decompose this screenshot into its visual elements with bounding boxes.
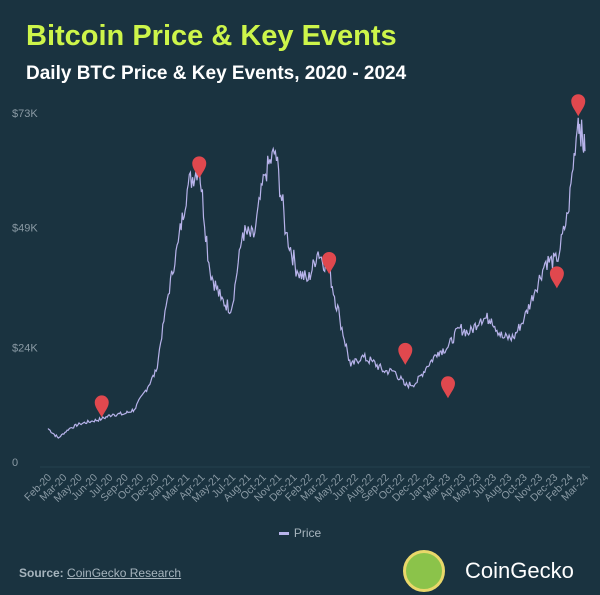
brand-logo: CoinGecko: [403, 550, 574, 592]
brand-name: CoinGecko: [465, 558, 574, 583]
event-marker-icon: [571, 94, 586, 117]
event-marker-icon: [440, 376, 455, 399]
y-tick-label: 0: [12, 457, 18, 469]
source-note: Source: CoinGecko Research: [19, 566, 181, 580]
source-link[interactable]: CoinGecko Research: [67, 566, 182, 580]
price-line: [47, 117, 586, 439]
event-marker-icon: [94, 395, 109, 418]
event-marker-icon: [398, 342, 413, 365]
y-tick-label: $24K: [12, 342, 38, 354]
y-tick-label: $73K: [12, 108, 38, 120]
legend[interactable]: Price: [0, 526, 600, 540]
chart-subtitle: Daily BTC Price & Key Events, 2020 - 202…: [26, 63, 407, 84]
chart-title: Bitcoin Price & Key Events: [26, 20, 397, 52]
event-marker-icon: [322, 251, 337, 274]
gecko-logo-icon: [403, 550, 445, 592]
legend-swatch: [278, 532, 289, 536]
y-tick-label: $49K: [12, 223, 38, 235]
source-label: Source:: [19, 566, 64, 580]
price-chart: 0$24K$49K$73KFeb-20Mar-20May-20Jun-20Jul…: [12, 94, 591, 505]
event-marker-icon: [192, 156, 207, 179]
legend-label: Price: [293, 526, 322, 540]
event-marker-icon: [549, 266, 564, 289]
